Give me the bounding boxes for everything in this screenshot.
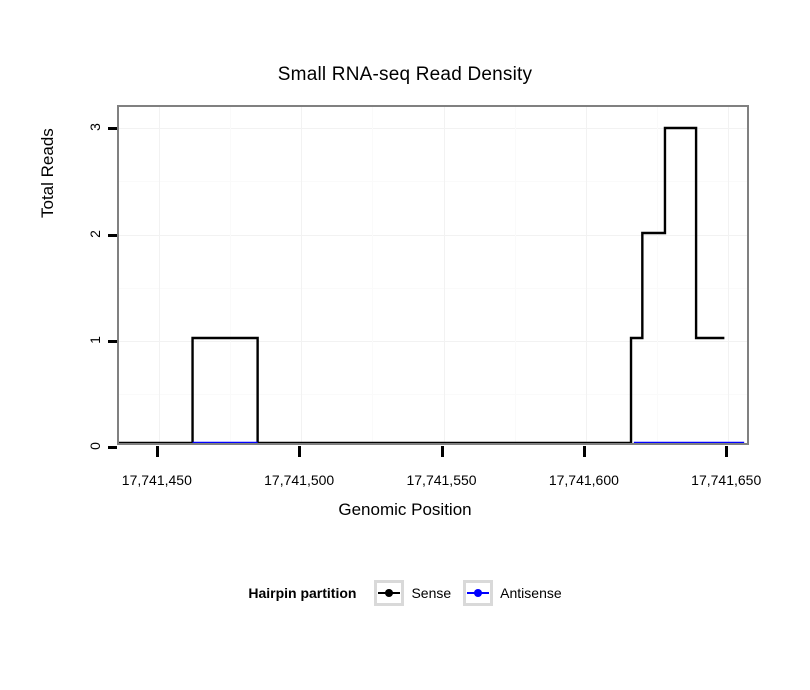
x-tick-mark <box>725 446 729 457</box>
x-tick-label: 17,741,450 <box>121 472 192 488</box>
gridline-horizontal-minor <box>119 181 747 183</box>
x-tick-mark <box>298 446 302 457</box>
legend-key-sense <box>374 580 405 606</box>
legend-key-dot <box>474 589 483 597</box>
x-axis-title: Genomic Position <box>338 500 472 519</box>
legend-entry-antisense[interactable]: Antisense <box>463 580 562 606</box>
x-tick-mark <box>440 446 444 457</box>
gridline-vertical <box>728 107 730 443</box>
gridline-vertical <box>443 107 445 443</box>
legend-entry-sense[interactable]: Sense <box>374 580 451 606</box>
legend-title: Hairpin partition <box>248 585 357 601</box>
gridline-horizontal <box>119 234 747 236</box>
x-tick-mark <box>582 446 586 457</box>
series-line-sense <box>119 128 724 443</box>
x-tick-label: 17,741,500 <box>264 472 335 488</box>
legend-label: Antisense <box>500 585 562 601</box>
legend-key-dot <box>385 589 394 597</box>
x-tick-label: 17,741,650 <box>691 472 762 488</box>
gridline-vertical <box>585 107 587 443</box>
legend-label: Sense <box>411 585 452 601</box>
gridline-vertical-minor <box>372 107 374 443</box>
x-tick-label: 17,741,600 <box>548 472 619 488</box>
x-tick-mark <box>155 446 159 457</box>
gridline-horizontal-minor <box>119 287 747 289</box>
plot-panel: 0 1 2 3 <box>87 105 749 450</box>
y-tick-mark <box>108 446 117 449</box>
gridline-vertical <box>158 107 160 443</box>
x-tick-label: 17,741,550 <box>406 472 477 488</box>
y-axis-title: Total Reads <box>38 128 57 218</box>
legend-key-antisense <box>463 580 494 606</box>
plot-area <box>119 107 747 443</box>
gridline-horizontal <box>119 340 747 342</box>
y-tick-mark <box>108 233 117 237</box>
y-tick-label: 0 <box>87 442 103 450</box>
legend-entries: Sense Antisense <box>374 580 562 606</box>
series-lines <box>119 107 747 443</box>
y-tick-label: 2 <box>87 229 103 238</box>
y-tick-mark <box>108 127 117 131</box>
chart-title: Small RNA-seq Read Density <box>277 64 533 85</box>
gridline-vertical <box>301 107 303 443</box>
legend: Hairpin partition Sense Antisense <box>0 580 810 606</box>
y-tick-label: 1 <box>87 335 103 344</box>
gridline-horizontal-minor <box>119 393 747 395</box>
y-tick-mark <box>108 339 117 343</box>
gridline-vertical-minor <box>230 107 232 443</box>
y-tick-label: 3 <box>87 123 103 132</box>
gridline-horizontal <box>119 128 747 130</box>
gridline-vertical-minor <box>657 107 659 443</box>
gridline-vertical-minor <box>514 107 516 443</box>
